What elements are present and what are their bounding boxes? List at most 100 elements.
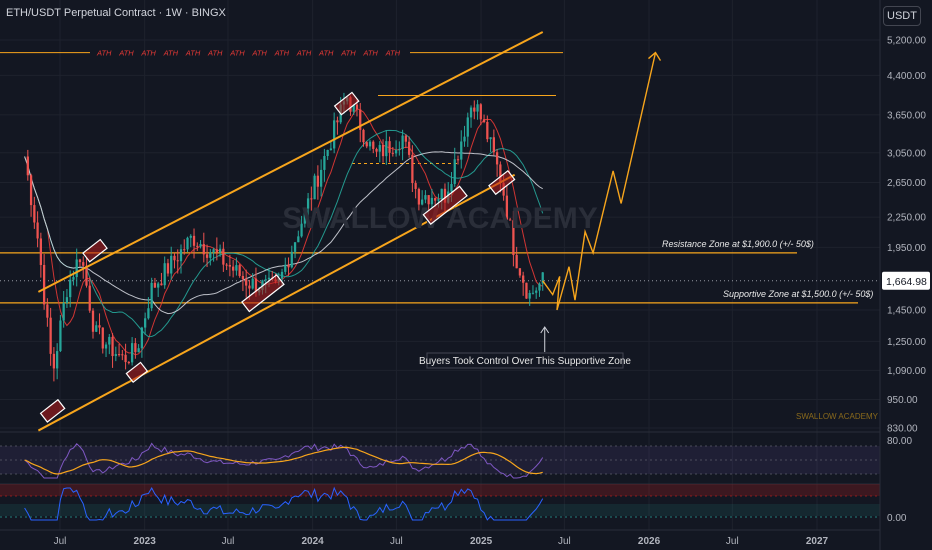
candle-body xyxy=(26,156,29,176)
candle-body xyxy=(378,145,381,152)
chart-title: ETH/USDT Perpetual Contract · 1W · BINGX xyxy=(6,7,226,19)
candle-body xyxy=(326,149,329,157)
touch-zone-box xyxy=(82,238,108,263)
candle-body xyxy=(443,188,447,203)
candle-body xyxy=(394,150,398,154)
candle-body xyxy=(417,188,421,205)
candle-body xyxy=(153,282,157,288)
candle-body xyxy=(482,119,486,122)
candle-body xyxy=(46,304,49,318)
candle-body xyxy=(430,197,434,205)
current-price-label: 1,664.98 xyxy=(886,276,927,288)
candle-body xyxy=(404,135,407,142)
osc-oversold-band xyxy=(0,504,880,516)
candle-body xyxy=(95,325,98,332)
candle-body xyxy=(424,195,427,200)
ath-label: ATH xyxy=(251,49,267,58)
candle-body xyxy=(316,175,320,187)
candle-body xyxy=(310,198,313,200)
ath-label: ATH xyxy=(296,49,312,58)
osc-line xyxy=(24,486,544,521)
candle-body xyxy=(421,199,424,205)
candle-body xyxy=(522,275,525,283)
candle-body xyxy=(72,277,75,280)
candle-body xyxy=(333,120,336,149)
ath-label: ATH xyxy=(229,49,245,58)
ath-label: ATH xyxy=(185,49,201,58)
candle-body xyxy=(205,254,209,258)
price-tick-label: 2,250.00 xyxy=(887,213,926,224)
grid xyxy=(0,0,880,530)
candle-body xyxy=(385,141,388,157)
candle-body xyxy=(306,198,310,209)
candle-body xyxy=(65,297,69,303)
price-tick-label: 1,250.00 xyxy=(887,337,926,348)
callout-box xyxy=(426,352,624,369)
candle-body xyxy=(267,277,271,280)
candle-body xyxy=(179,249,183,262)
candle-body xyxy=(489,137,492,140)
price-tick-label: 950.00 xyxy=(887,395,918,406)
candle-body xyxy=(323,156,326,170)
candle-body xyxy=(372,141,375,149)
candle-body xyxy=(287,264,290,268)
candle-body xyxy=(495,152,499,165)
osc-axis-label: 0.00 xyxy=(887,513,907,524)
candle-body xyxy=(401,135,404,150)
candle-body xyxy=(437,199,440,201)
candle-body xyxy=(293,242,297,252)
candle-body xyxy=(359,109,362,130)
callout-label: Buyers Took Control Over This Supportive… xyxy=(419,356,631,367)
candle-body xyxy=(192,235,196,246)
candle-body xyxy=(114,354,117,357)
candle-body xyxy=(29,175,33,206)
currency-selector[interactable]: USDT xyxy=(883,6,921,26)
candle-body xyxy=(355,104,359,110)
candle-body xyxy=(456,159,460,161)
candle-body xyxy=(209,252,212,258)
ath-label: ATH xyxy=(318,49,334,58)
candle-body xyxy=(313,175,316,200)
candle-body xyxy=(163,263,166,286)
candle-body xyxy=(121,354,124,356)
candle-body xyxy=(365,142,368,147)
candle-body xyxy=(248,285,251,289)
candle-body xyxy=(33,205,36,223)
candle-body xyxy=(254,278,258,293)
candle-body xyxy=(329,148,333,150)
osc-overbought-band xyxy=(0,484,880,496)
candle-body xyxy=(137,348,140,353)
candle-body xyxy=(241,275,245,280)
candle-body xyxy=(117,354,121,356)
candle-body xyxy=(251,278,254,289)
price-tick-label: 5,200.00 xyxy=(887,36,926,47)
candle-body xyxy=(518,268,522,276)
candle-body xyxy=(284,264,287,272)
candles-layer xyxy=(26,92,544,382)
candle-body xyxy=(173,255,176,261)
touch-zone-box xyxy=(422,185,468,225)
candle-body xyxy=(225,264,228,266)
ath-label: ATH xyxy=(385,49,401,58)
candle-body xyxy=(407,141,411,155)
candle-body xyxy=(69,279,72,298)
candle-body xyxy=(59,320,62,352)
candle-body xyxy=(91,310,95,332)
ma-short xyxy=(24,108,543,356)
candle-body xyxy=(36,222,39,239)
candle-body xyxy=(525,282,528,299)
rsi-line xyxy=(24,442,544,479)
touch-zone-box xyxy=(488,169,516,196)
candle-body xyxy=(414,183,417,189)
touch-zone-box xyxy=(125,361,149,384)
candle-body xyxy=(176,260,179,262)
candle-body xyxy=(453,159,456,184)
candle-body xyxy=(235,265,238,271)
candle-body xyxy=(42,264,46,305)
candle-body xyxy=(509,219,512,221)
candle-body xyxy=(104,344,108,349)
candle-body xyxy=(238,265,241,276)
